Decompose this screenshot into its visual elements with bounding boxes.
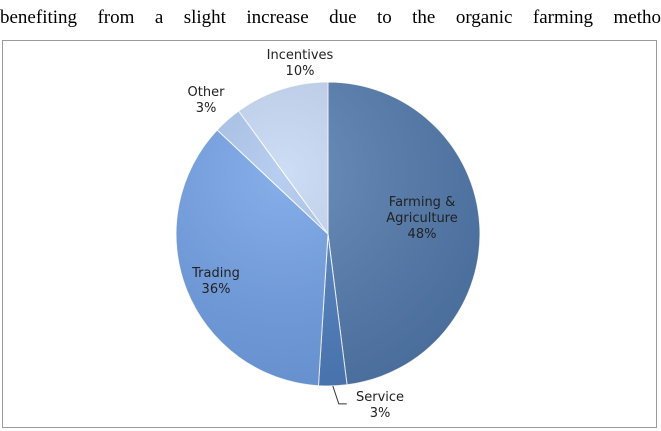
word: to: [376, 7, 392, 28]
word: from: [97, 7, 135, 28]
pie-labels: Farming &Agriculture48%Service3%Trading3…: [188, 48, 458, 421]
chart-frame: Farming & Agriculture 48% Service 3% Trading 3…: [2, 40, 657, 428]
word: farming: [532, 7, 594, 28]
pie-slice: [327, 81, 481, 386]
slice-category-label: Farming &: [389, 195, 455, 210]
word: metho: [613, 7, 661, 28]
word: the: [412, 7, 436, 28]
word: a: [154, 7, 164, 28]
slice-percent-label: 3%: [370, 406, 391, 421]
slice-percent-label: 48%: [408, 227, 437, 242]
slice-category-label: Trading: [191, 266, 240, 281]
slice-category-label: Incentives: [267, 48, 334, 63]
service-leader-line: [332, 385, 347, 405]
slice-percent-label: 10%: [286, 64, 315, 79]
pie-chart: Farming &Agriculture48%Service3%Trading3…: [175, 48, 481, 421]
slice-percent-label: 36%: [202, 282, 231, 297]
word: benefiting: [0, 7, 78, 28]
slice-category-label: Other: [188, 85, 226, 100]
slice-percent-label: 3%: [196, 101, 217, 116]
word: organic: [455, 7, 513, 28]
word: increase: [246, 7, 309, 28]
slice-category-label: Service: [356, 390, 404, 405]
document-text-line: benefiting from a slight increase due to…: [0, 0, 661, 36]
word: due: [329, 7, 357, 28]
word: slight: [183, 7, 226, 28]
slice-category-label: Agriculture: [386, 211, 458, 226]
